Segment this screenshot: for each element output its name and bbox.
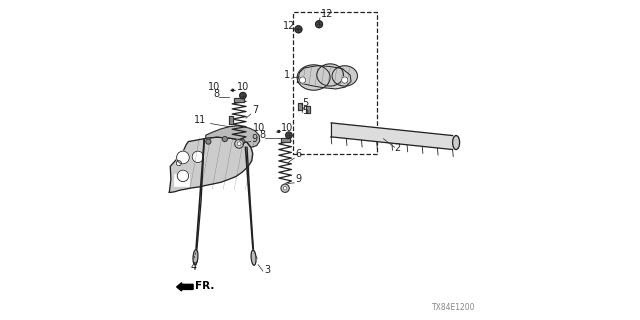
Bar [234,98,244,102]
Circle shape [192,151,204,163]
Circle shape [240,92,246,99]
Circle shape [232,89,234,91]
Text: 9: 9 [295,174,301,184]
Text: 10: 10 [208,82,220,92]
Circle shape [206,139,211,144]
Bar [298,103,302,110]
Text: 12: 12 [321,9,333,19]
Text: TX84E1200: TX84E1200 [432,303,476,312]
Circle shape [237,142,241,146]
Ellipse shape [297,65,330,90]
Circle shape [342,77,348,83]
Circle shape [316,21,323,28]
Ellipse shape [193,250,198,265]
Polygon shape [170,137,253,192]
Text: 10: 10 [237,82,249,92]
Ellipse shape [452,136,460,149]
Text: 1: 1 [284,69,291,80]
Circle shape [177,151,189,164]
FancyArrow shape [177,283,193,291]
Bar [293,12,377,154]
Text: FR.: FR. [195,281,214,291]
Ellipse shape [332,66,357,86]
Text: 3: 3 [264,265,271,275]
Bar [306,106,310,113]
Circle shape [278,131,280,132]
Text: 5: 5 [302,98,308,108]
Circle shape [222,137,227,142]
Text: 12: 12 [283,21,296,31]
Text: 4: 4 [191,262,196,272]
Circle shape [300,77,306,83]
Text: 5: 5 [302,106,308,116]
Ellipse shape [251,250,256,265]
Circle shape [176,161,181,166]
Circle shape [285,132,292,139]
Circle shape [295,26,302,33]
Text: 8: 8 [213,89,220,99]
Bar [174,174,189,186]
Ellipse shape [317,64,344,86]
Text: 8: 8 [259,130,266,140]
Circle shape [240,139,245,144]
Bar [229,116,233,124]
Text: 6: 6 [295,149,301,159]
Text: 10: 10 [253,123,266,133]
Text: 7: 7 [252,105,258,115]
Bar [281,138,289,142]
Circle shape [235,140,244,148]
Polygon shape [206,126,260,147]
Text: 10: 10 [282,123,294,133]
Circle shape [177,170,189,181]
Polygon shape [331,123,452,149]
Circle shape [284,186,287,190]
Polygon shape [297,66,351,89]
Text: 11: 11 [194,115,207,124]
Text: 9: 9 [252,134,258,144]
Circle shape [281,184,289,192]
Text: 2: 2 [394,143,401,153]
